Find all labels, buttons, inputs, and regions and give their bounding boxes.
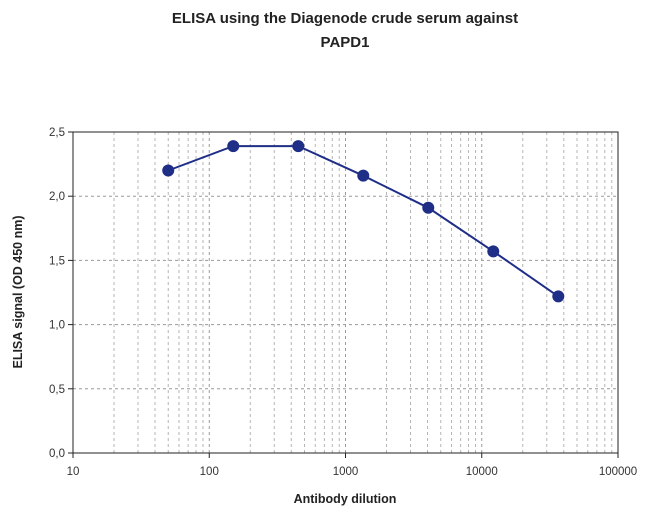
x-tick-label: 100000 [599, 466, 637, 478]
data-point [162, 164, 175, 177]
x-tick-label: 1000 [333, 466, 359, 478]
x-tick-label: 100 [200, 466, 219, 478]
y-tick-label: 0,5 [49, 384, 65, 396]
data-series [162, 140, 565, 303]
data-point [552, 290, 565, 303]
x-tick-label: 10000 [466, 466, 498, 478]
chart-title-line-1: ELISA using the Diagenode crude serum ag… [172, 10, 518, 27]
y-axis-label: ELISA signal (OD 450 nm) [11, 215, 25, 368]
data-point [487, 245, 500, 258]
data-point [422, 201, 435, 214]
data-point [292, 140, 305, 153]
y-tick-label: 2,0 [49, 191, 65, 203]
grid-lines [73, 132, 618, 453]
axis-ticks: 0,0 0,5 1,0 1,5 2,0 2,5 10 100 1000 10000 100000 [49, 127, 637, 478]
y-tick-label: 2,5 [49, 127, 65, 139]
y-tick-label: 0,0 [49, 448, 65, 460]
y-tick-label: 1,5 [49, 255, 65, 267]
data-point [357, 169, 370, 182]
x-axis-label: Antibody dilution [294, 492, 397, 506]
y-tick-label: 1,0 [49, 320, 65, 332]
data-point [227, 140, 240, 153]
chart-title-line-2: PAPD1 [321, 34, 370, 51]
series-line [167, 145, 559, 298]
x-tick-label: 10 [67, 466, 80, 478]
